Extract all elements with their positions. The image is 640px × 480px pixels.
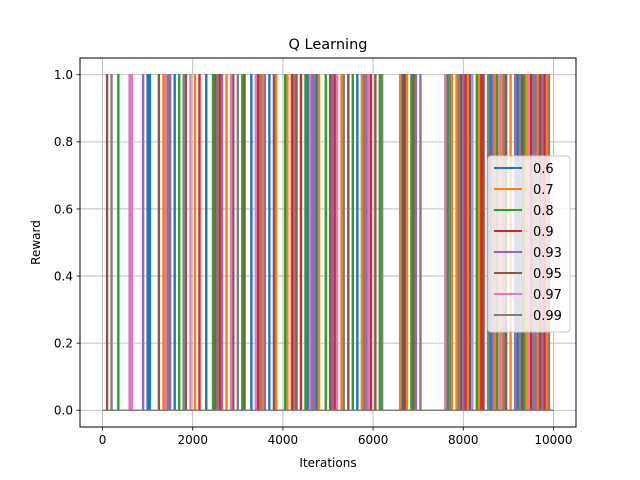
y-tick-label: 0.0	[54, 404, 73, 418]
y-tick-label: 0.4	[54, 269, 73, 283]
legend-label: 0.99	[533, 309, 562, 324]
x-tick-label: 4000	[268, 433, 299, 447]
y-tick-label: 0.8	[54, 135, 73, 149]
x-tick-label: 6000	[358, 433, 389, 447]
series-line-0.99	[102, 74, 554, 411]
axes: 0 2000 4000 6000 8000 10000 0.0 0.2 0.4 0.6 0.8 1.0	[54, 68, 573, 447]
series-lines	[102, 74, 554, 411]
legend-label: 0.95	[533, 267, 562, 282]
x-tick-label: 2000	[177, 433, 208, 447]
legend-box	[487, 155, 571, 333]
x-tick-label: 10000	[534, 433, 572, 447]
x-tick-label: 8000	[448, 433, 479, 447]
series-line-0.7	[102, 74, 554, 411]
y-axis-label: Reward	[29, 220, 43, 265]
legend-label: 0.6	[533, 162, 554, 177]
y-tick-label: 0.6	[54, 202, 73, 216]
chart-title: Q Learning	[289, 37, 368, 53]
legend-label: 0.7	[533, 183, 554, 198]
legend-label: 0.93	[533, 246, 562, 261]
x-axis-label: Iterations	[299, 456, 356, 470]
legend-label: 0.97	[533, 288, 562, 303]
plot-frame	[79, 57, 577, 428]
x-tick-label: 0	[99, 433, 107, 447]
legend: 0.6 0.7 0.8 0.9 0.93 0.95 0.97 0.99	[487, 155, 571, 333]
series-line-0.93	[102, 74, 554, 411]
legend-label: 0.8	[533, 204, 554, 219]
legend-label: 0.9	[533, 225, 554, 240]
y-tick-label: 1.0	[54, 68, 73, 82]
y-tick-label: 0.2	[54, 336, 73, 350]
